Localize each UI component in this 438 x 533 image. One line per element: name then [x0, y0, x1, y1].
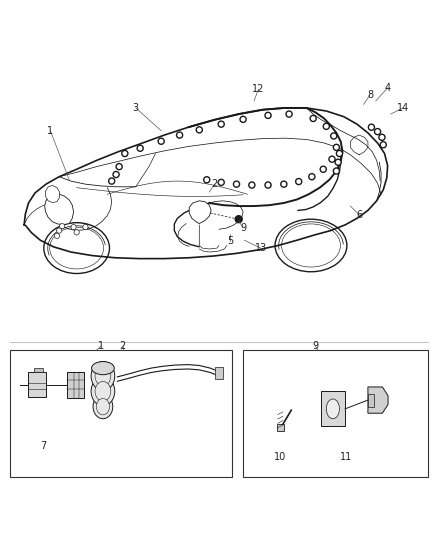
Text: 14: 14 [397, 103, 409, 113]
Circle shape [323, 123, 329, 130]
Circle shape [240, 116, 246, 123]
Circle shape [322, 395, 328, 400]
Text: 1: 1 [47, 126, 53, 136]
Circle shape [116, 164, 122, 169]
Ellipse shape [95, 382, 111, 401]
Ellipse shape [93, 394, 113, 419]
Text: 8: 8 [367, 90, 373, 100]
Polygon shape [321, 391, 345, 426]
Circle shape [122, 150, 128, 157]
Text: 2: 2 [212, 179, 218, 189]
Text: 4: 4 [385, 83, 391, 93]
Text: 5: 5 [227, 236, 233, 246]
Ellipse shape [91, 377, 115, 406]
Circle shape [368, 124, 374, 130]
Circle shape [235, 216, 242, 223]
FancyBboxPatch shape [10, 350, 232, 477]
Ellipse shape [92, 361, 114, 375]
Circle shape [322, 417, 328, 423]
Circle shape [204, 177, 210, 183]
Ellipse shape [275, 219, 347, 272]
Polygon shape [34, 368, 43, 373]
Circle shape [249, 182, 255, 188]
Polygon shape [24, 108, 388, 259]
Text: 9: 9 [312, 341, 318, 351]
Circle shape [83, 224, 88, 230]
Circle shape [374, 128, 381, 135]
Circle shape [177, 132, 183, 138]
Text: 10: 10 [274, 452, 286, 462]
Polygon shape [277, 424, 284, 431]
Circle shape [286, 111, 292, 117]
Ellipse shape [91, 361, 115, 391]
Circle shape [296, 179, 302, 184]
Circle shape [331, 133, 337, 139]
Circle shape [60, 223, 65, 229]
Polygon shape [368, 393, 374, 407]
Circle shape [379, 134, 385, 140]
Circle shape [338, 417, 343, 423]
Polygon shape [28, 373, 46, 397]
Text: 2: 2 [120, 341, 126, 351]
Text: 6: 6 [356, 210, 362, 220]
Ellipse shape [96, 399, 110, 415]
Circle shape [309, 174, 315, 180]
Ellipse shape [44, 223, 110, 273]
FancyBboxPatch shape [243, 350, 428, 477]
Circle shape [265, 112, 271, 118]
Circle shape [380, 142, 386, 148]
Polygon shape [45, 194, 74, 224]
Circle shape [218, 121, 224, 127]
Ellipse shape [326, 399, 339, 419]
Circle shape [333, 168, 339, 174]
Circle shape [158, 138, 164, 144]
Text: 13: 13 [254, 243, 267, 253]
Text: 7: 7 [41, 441, 47, 451]
Text: 1: 1 [98, 341, 104, 351]
Circle shape [137, 145, 143, 151]
Circle shape [218, 179, 224, 185]
Text: 11: 11 [340, 452, 352, 462]
Text: 12: 12 [252, 84, 265, 94]
Circle shape [338, 395, 343, 400]
Circle shape [335, 159, 341, 165]
Polygon shape [67, 372, 84, 398]
Text: 3: 3 [133, 103, 139, 113]
Ellipse shape [49, 227, 103, 269]
Polygon shape [46, 185, 60, 203]
Circle shape [333, 144, 339, 150]
Circle shape [233, 181, 240, 187]
Circle shape [74, 230, 79, 235]
Circle shape [310, 115, 316, 122]
Circle shape [57, 228, 62, 233]
Circle shape [54, 233, 60, 238]
Polygon shape [189, 201, 211, 223]
Circle shape [329, 156, 335, 162]
Ellipse shape [282, 224, 340, 267]
Text: 9: 9 [240, 223, 246, 233]
Polygon shape [215, 367, 223, 378]
Ellipse shape [95, 366, 111, 386]
Polygon shape [368, 387, 388, 413]
Circle shape [71, 224, 76, 230]
Circle shape [113, 172, 119, 177]
Circle shape [336, 150, 343, 157]
Circle shape [281, 181, 287, 187]
Circle shape [109, 178, 115, 184]
Circle shape [265, 182, 271, 188]
Circle shape [196, 127, 202, 133]
Circle shape [320, 166, 326, 172]
